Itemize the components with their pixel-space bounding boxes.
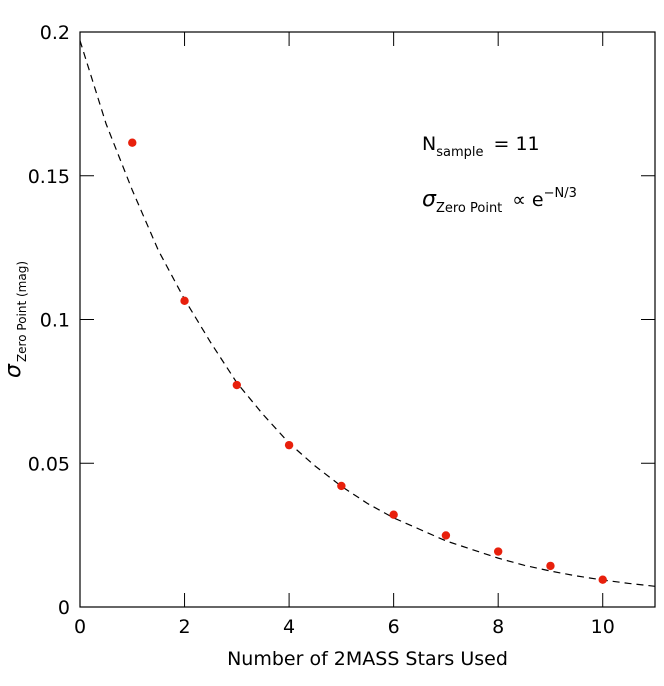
annotation-subscript: sample: [436, 145, 483, 160]
annotation-rest: = 11: [493, 133, 539, 155]
data-point: [128, 138, 137, 147]
y-tick-label: 0.2: [40, 22, 70, 44]
x-tick-label: 6: [388, 616, 400, 638]
fit-curve: [79, 40, 656, 587]
data-point: [493, 547, 503, 556]
plot-frame: [79, 31, 656, 608]
x-tick-label: 10: [591, 616, 615, 638]
x-tick-label: 2: [178, 616, 190, 638]
x-tick-label: 0: [74, 616, 86, 638]
annotation-superscript: −N/3: [544, 186, 577, 201]
x-axis-label: Number of 2MASS Stars Used: [227, 648, 508, 670]
x-tick-label: 8: [492, 616, 504, 638]
data-point: [598, 575, 607, 584]
data-point: [546, 561, 555, 571]
y-tick-label: 0.05: [28, 453, 70, 475]
x-tick-label: 4: [283, 616, 295, 638]
annotation-text: N: [422, 133, 436, 155]
data-point: [180, 296, 189, 306]
y-tick-label: 0.15: [28, 166, 70, 188]
annotation-subscript: Zero Point: [436, 201, 502, 216]
annotation-text: σ: [422, 187, 437, 212]
annotation: σZero Point ∝ e−N/3: [422, 186, 577, 216]
y-tick-label: 0.1: [40, 310, 70, 332]
annotation-rest: ∝ e: [512, 189, 543, 211]
data-point: [441, 531, 451, 540]
data-point: [389, 510, 398, 519]
data-point: [284, 440, 294, 450]
y-tick-label: 0: [58, 597, 70, 619]
y-axis-subscript: Zero Point (mag): [15, 261, 29, 362]
data-point: [337, 481, 346, 491]
y-axis-symbol: σ: [1, 363, 26, 378]
data-point: [232, 380, 242, 390]
annotation: Nsample = 11: [422, 133, 540, 160]
y-axis-label: σZero Point (mag): [1, 261, 29, 378]
